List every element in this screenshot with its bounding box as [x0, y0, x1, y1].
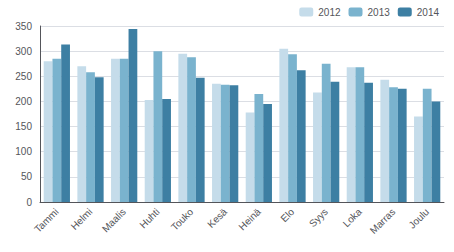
svg-text:Loka: Loka — [341, 206, 364, 229]
svg-text:250: 250 — [15, 71, 32, 82]
svg-text:200: 200 — [15, 96, 32, 107]
svg-text:Syys: Syys — [307, 206, 330, 229]
svg-text:350: 350 — [15, 21, 32, 32]
svg-text:100: 100 — [15, 146, 32, 157]
svg-text:Elo: Elo — [278, 206, 296, 224]
svg-text:300: 300 — [15, 46, 32, 57]
svg-text:2014: 2014 — [417, 7, 440, 18]
svg-text:Tammi: Tammi — [32, 206, 61, 235]
svg-text:Huhti: Huhti — [137, 206, 161, 230]
svg-text:0: 0 — [26, 197, 32, 208]
svg-text:150: 150 — [15, 121, 32, 132]
svg-text:Touko: Touko — [169, 206, 196, 233]
svg-text:Joulu: Joulu — [406, 206, 431, 231]
svg-text:Marras: Marras — [368, 206, 398, 236]
svg-text:Maalis: Maalis — [100, 206, 128, 234]
svg-text:2012: 2012 — [318, 7, 341, 18]
svg-text:2013: 2013 — [368, 7, 391, 18]
svg-text:Heinä: Heinä — [236, 206, 263, 233]
svg-text:Helmi: Helmi — [69, 206, 95, 232]
svg-text:Kesä: Kesä — [205, 206, 229, 230]
svg-text:50: 50 — [21, 171, 33, 182]
